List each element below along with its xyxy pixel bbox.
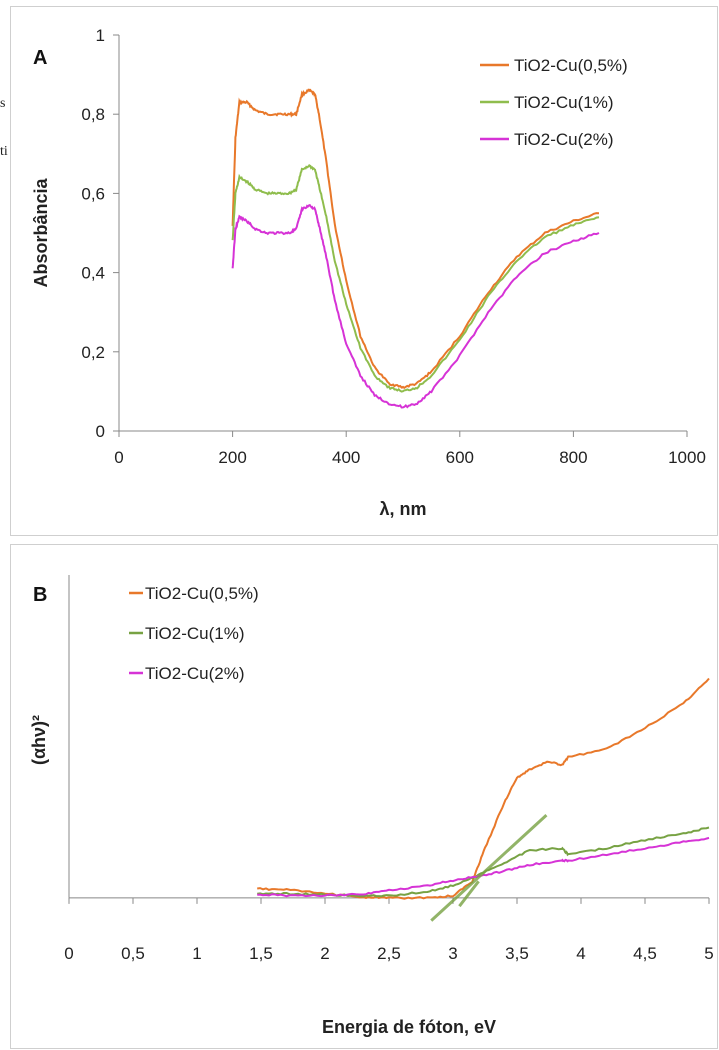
series-line <box>257 826 710 898</box>
y-axis-title: (αhν)² <box>29 715 49 765</box>
tauc-plot-chart: 0 0,5 1 1,5 2 2,5 3 3,5 4 4,5 5 B Energia de fóton, … <box>29 575 714 1037</box>
legend-label: TiO2-Cu(0,5%) <box>145 584 259 603</box>
x-tick-label: 1000 <box>668 448 706 467</box>
legend-label: TiO2-Cu(2%) <box>514 130 614 149</box>
x-tick-label: 200 <box>218 448 246 467</box>
x-tick-label: 2 <box>320 944 329 963</box>
tangent-line <box>458 880 480 908</box>
panel-label-b: B <box>33 584 47 606</box>
series-line <box>257 677 710 900</box>
y-tick-label: 1 <box>96 26 105 45</box>
series-line <box>231 88 600 390</box>
x-tick-label: 0 <box>64 944 73 963</box>
x-tick-label: 3,5 <box>505 944 529 963</box>
y-tick-label: 0,6 <box>81 184 105 203</box>
y-tick-label: 0,8 <box>81 105 105 124</box>
y-tick-label: 0 <box>96 422 105 441</box>
series-line <box>257 836 710 898</box>
x-tick-label: 4,5 <box>633 944 657 963</box>
stray-text-ti: ti <box>0 144 8 159</box>
legend-label: TiO2-Cu(2%) <box>145 664 245 683</box>
x-tick-label: 400 <box>332 448 360 467</box>
legend-label: TiO2-Cu(0,5%) <box>514 56 628 75</box>
x-tick-label: 600 <box>446 448 474 467</box>
legend-label: TiO2-Cu(1%) <box>145 624 245 643</box>
x-tick-label: 0 <box>114 448 123 467</box>
x-axis-title: λ, nm <box>379 499 426 519</box>
chart-panel-b: 0 0,5 1 1,5 2 2,5 3 3,5 4 4,5 5 B Energia de fóton, … <box>10 544 718 1049</box>
x-tick-label: 5 <box>704 944 713 963</box>
series-line <box>231 164 600 393</box>
stray-text-s: s <box>0 96 6 111</box>
tangent-line <box>430 813 548 922</box>
x-tick-label: 1 <box>192 944 201 963</box>
absorbance-chart: 0 0,2 0,4 0,6 0,8 1 0 200 400 600 800 1000 Aλ, nm Abs… <box>31 26 706 519</box>
x-tick-label: 2,5 <box>377 944 401 963</box>
y-axis-title: Absorbância <box>31 177 51 287</box>
x-axis-title: Energia de fóton, eV <box>322 1017 496 1037</box>
x-tick-label: 1,5 <box>249 944 273 963</box>
y-tick-label: 0,2 <box>81 343 105 362</box>
legend-label: TiO2-Cu(1%) <box>514 93 614 112</box>
x-tick-label: 0,5 <box>121 944 145 963</box>
panel-label-a: A <box>33 47 47 69</box>
x-tick-label: 4 <box>576 944 585 963</box>
y-tick-label: 0,4 <box>81 264 105 283</box>
x-tick-label: 3 <box>448 944 457 963</box>
x-tick-label: 800 <box>559 448 587 467</box>
series-line <box>231 203 600 409</box>
